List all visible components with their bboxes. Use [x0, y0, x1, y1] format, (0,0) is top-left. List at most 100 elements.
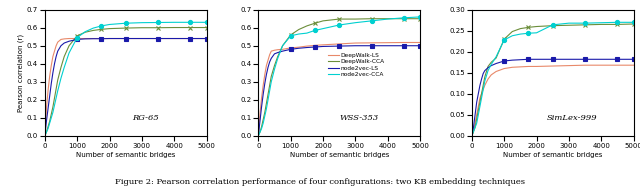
node2vec-CCA — [266, 90, 273, 92]
DeepWalk-LS — [384, 42, 392, 44]
DeepWalk-LS — [65, 37, 73, 40]
DeepWalk-CCA — [203, 26, 211, 29]
DeepWalk-CCA — [565, 24, 573, 26]
node2vec-LS — [47, 82, 55, 85]
DeepWalk-CCA — [319, 20, 327, 22]
node2vec-LS — [154, 37, 162, 40]
node2vec-LS — [186, 37, 194, 40]
X-axis label: Number of semantic bridges: Number of semantic bridges — [503, 152, 602, 158]
node2vec-CCA — [268, 81, 275, 83]
node2vec-CCA — [492, 56, 500, 58]
node2vec-LS — [81, 38, 89, 40]
node2vec-LS — [138, 37, 146, 40]
DeepWalk-CCA — [44, 126, 52, 128]
node2vec-LS — [532, 58, 540, 61]
DeepWalk-LS — [525, 65, 532, 68]
node2vec-CCA — [549, 24, 557, 26]
node2vec-CCA — [274, 57, 282, 60]
DeepWalk-LS — [319, 44, 327, 46]
DeepWalk-CCA — [471, 126, 479, 129]
node2vec-LS — [46, 95, 54, 97]
DeepWalk-CCA — [81, 31, 89, 33]
DeepWalk-CCA — [549, 24, 557, 27]
node2vec-CCA — [60, 66, 68, 68]
node2vec-CCA — [532, 32, 540, 34]
DeepWalk-CCA — [262, 102, 270, 105]
node2vec-LS — [416, 45, 424, 47]
node2vec-LS — [41, 135, 49, 137]
DeepWalk-CCA — [484, 65, 492, 68]
node2vec-LS — [262, 73, 270, 76]
node2vec-LS — [60, 42, 68, 44]
DeepWalk-CCA — [57, 66, 65, 68]
node2vec-CCA — [97, 25, 105, 27]
DeepWalk-CCA — [500, 38, 508, 40]
DeepWalk-LS — [106, 37, 113, 40]
node2vec-CCA — [259, 122, 267, 124]
DeepWalk-CCA — [303, 25, 310, 27]
DeepWalk-LS — [274, 48, 282, 51]
node2vec-LS — [274, 51, 282, 54]
node2vec-LS — [54, 50, 61, 52]
Line: node2vec-CCA: node2vec-CCA — [472, 22, 634, 136]
node2vec-LS — [471, 114, 479, 116]
DeepWalk-LS — [295, 46, 303, 48]
node2vec-LS — [335, 45, 343, 47]
DeepWalk-LS — [303, 45, 310, 47]
node2vec-LS — [57, 45, 65, 47]
DeepWalk-LS — [474, 105, 482, 107]
node2vec-LS — [295, 47, 303, 49]
DeepWalk-LS — [52, 45, 60, 47]
node2vec-CCA — [256, 131, 264, 133]
DeepWalk-LS — [74, 37, 81, 40]
DeepWalk-CCA — [60, 55, 68, 58]
node2vec-CCA — [488, 63, 495, 66]
node2vec-CCA — [473, 122, 481, 124]
DeepWalk-CCA — [51, 97, 58, 99]
DeepWalk-LS — [565, 64, 573, 67]
DeepWalk-LS — [484, 78, 492, 80]
node2vec-LS — [516, 59, 524, 61]
DeepWalk-CCA — [295, 28, 303, 31]
node2vec-CCA — [525, 32, 532, 34]
node2vec-LS — [303, 46, 310, 49]
DeepWalk-CCA — [479, 84, 487, 87]
X-axis label: Number of semantic bridges: Number of semantic bridges — [76, 152, 175, 158]
node2vec-CCA — [49, 111, 57, 113]
DeepWalk-LS — [287, 47, 294, 49]
node2vec-LS — [122, 37, 129, 40]
node2vec-CCA — [416, 16, 424, 18]
node2vec-CCA — [581, 22, 589, 24]
node2vec-CCA — [476, 105, 484, 107]
DeepWalk-LS — [255, 135, 262, 137]
Line: DeepWalk-LS: DeepWalk-LS — [472, 65, 634, 136]
DeepWalk-CCA — [255, 135, 262, 137]
DeepWalk-LS — [97, 37, 105, 40]
DeepWalk-CCA — [492, 57, 500, 59]
DeepWalk-CCA — [258, 126, 266, 128]
node2vec-LS — [473, 101, 481, 103]
DeepWalk-CCA — [508, 30, 516, 33]
node2vec-LS — [279, 50, 287, 52]
DeepWalk-LS — [138, 37, 146, 40]
DeepWalk-LS — [335, 43, 343, 45]
node2vec-CCA — [303, 32, 310, 34]
DeepWalk-CCA — [481, 76, 488, 78]
node2vec-CCA — [481, 80, 488, 82]
DeepWalk-LS — [279, 48, 287, 50]
node2vec-LS — [90, 38, 97, 40]
X-axis label: Number of semantic bridges: Number of semantic bridges — [289, 152, 389, 158]
DeepWalk-CCA — [597, 23, 605, 26]
Line: node2vec-LS: node2vec-LS — [45, 39, 207, 136]
DeepWalk-CCA — [488, 61, 495, 63]
node2vec-LS — [488, 64, 495, 67]
node2vec-CCA — [287, 35, 294, 37]
DeepWalk-CCA — [46, 120, 54, 123]
node2vec-CCA — [271, 68, 278, 70]
node2vec-LS — [484, 67, 492, 69]
DeepWalk-CCA — [474, 109, 482, 112]
Text: RG-65: RG-65 — [132, 114, 159, 122]
node2vec-CCA — [470, 130, 477, 133]
DeepWalk-LS — [90, 37, 97, 40]
node2vec-LS — [351, 45, 359, 47]
